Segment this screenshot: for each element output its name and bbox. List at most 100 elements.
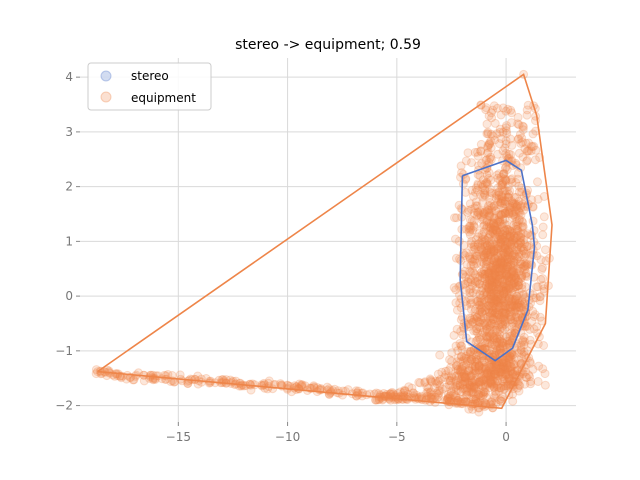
equipment-point [469,314,479,324]
equipment-point [477,307,487,317]
equipment-point [511,322,521,332]
equipment-point [481,281,491,291]
equipment-point [496,283,506,293]
equipment-point [508,263,518,273]
equipment-point [471,201,481,211]
equipment-point [494,386,504,396]
equipment-point [514,252,524,261]
equipment-point [490,277,500,287]
equipment-point [487,260,497,270]
equipment-point [517,222,527,232]
equipment-point [523,229,533,239]
equipment-point [490,308,500,318]
equipment-point [486,285,496,295]
equipment-point [504,202,513,212]
equipment-point [484,173,493,183]
equipment-point [490,266,499,276]
equipment-point [483,333,493,343]
equipment-point [496,270,506,280]
equipment-point [502,225,512,234]
equipment-point [512,282,522,291]
equipment-point [501,139,511,149]
equipment-point [490,294,500,304]
equipment-point [475,171,485,180]
equipment-point [504,352,513,362]
equipment-point [465,349,475,359]
equipment-point [531,155,540,165]
equipment-point [493,272,503,281]
equipment-point [490,366,500,376]
equipment-point [478,290,488,300]
equipment-point [499,289,509,299]
equipment-point [487,281,497,291]
equipment-point [485,226,495,235]
equipment-point [517,259,527,269]
equipment-point [462,260,472,270]
equipment-point [500,241,510,251]
equipment-point [494,284,504,294]
equipment-point [492,260,502,270]
equipment-point [481,383,490,393]
equipment-point [515,215,524,225]
equipment-point [493,251,503,261]
equipment-point [492,327,502,337]
equipment-point [497,314,507,324]
equipment-point [414,377,424,387]
equipment-point [489,314,498,324]
equipment-point [451,364,461,374]
equipment-point [500,303,510,313]
equipment-point [469,261,479,271]
equipment-point [505,186,515,196]
equipment-point [495,367,505,377]
equipment-point [503,251,513,261]
equipment-point [494,320,503,330]
equipment-point [473,273,482,283]
equipment-point [486,329,496,339]
equipment-point [475,238,485,248]
equipment-point [451,361,461,370]
equipment-point [511,217,521,227]
equipment-point [536,275,546,284]
equipment-point [478,207,488,217]
equipment-point [506,254,515,264]
equipment-point [508,200,518,210]
equipment-point [501,302,511,311]
equipment-point [500,236,510,246]
equipment-point [494,214,504,224]
equipment-point [488,263,498,272]
equipment-point [482,178,492,188]
equipment-point [484,307,494,317]
equipment-point [504,373,514,383]
equipment-point [500,316,509,326]
equipment-point [526,146,536,156]
equipment-point [522,260,532,270]
equipment-point [492,279,502,289]
equipment-point [486,255,496,265]
equipment-point [484,256,494,266]
equipment-point [518,217,528,227]
equipment-point [504,271,514,281]
equipment-point [500,374,510,384]
equipment-point [504,208,514,218]
equipment-point [479,208,489,218]
equipment-point [449,283,459,293]
equipment-point [494,270,504,280]
equipment-point [478,257,488,267]
equipment-point [491,206,501,216]
equipment-point [484,268,494,278]
equipment-point [508,294,517,304]
equipment-point [473,232,483,242]
equipment-point [479,266,489,276]
equipment-point [505,205,515,215]
equipment-point [487,242,497,252]
equipment-point [486,143,496,153]
equipment-point [508,221,518,231]
equipment-point [525,335,535,345]
equipment-point [525,372,535,382]
equipment-point [505,294,515,304]
equipment-point [489,333,498,342]
equipment-point [490,229,500,239]
equipment-point [496,256,506,266]
equipment-point [505,303,515,313]
equipment-point [527,316,537,326]
